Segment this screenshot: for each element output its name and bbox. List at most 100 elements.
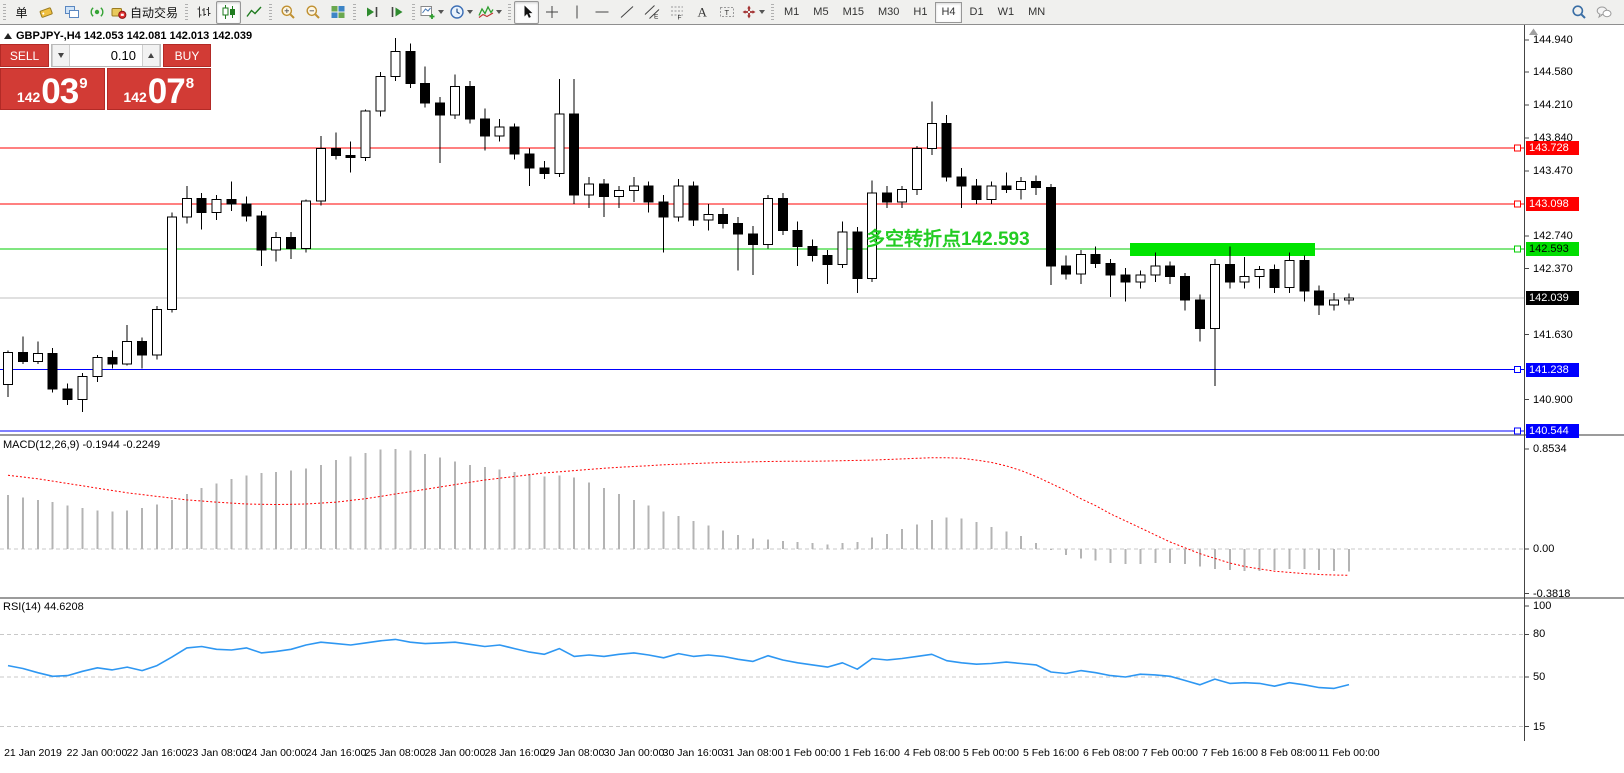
panel-separator[interactable] <box>0 434 1624 436</box>
time-axis-label: 28 Jan 00:00 <box>424 747 486 759</box>
timeframe-m15-button[interactable]: M15 <box>842 6 864 18</box>
toolbar-group <box>359 0 409 24</box>
candle-chart-type-button[interactable] <box>216 0 242 24</box>
timeframe-mn-button[interactable]: MN <box>1028 6 1046 18</box>
rsi-axis-label: 100 <box>1533 600 1552 612</box>
crosshair-icon <box>544 4 560 20</box>
chevron-down-icon <box>438 10 445 14</box>
time-axis-label: 24 Jan 00:00 <box>245 747 307 759</box>
rsi-line <box>7 638 1350 690</box>
auto-scroll-button[interactable] <box>359 1 384 24</box>
volume-decrease-button[interactable] <box>52 45 70 66</box>
time-axis-label: 24 Jan 16:00 <box>305 747 367 759</box>
scroll-up-indicator[interactable] <box>1529 28 1538 36</box>
chat-button[interactable] <box>1591 1 1616 24</box>
chart-shift-button[interactable] <box>384 1 409 24</box>
search-button[interactable] <box>1566 1 1591 24</box>
labeltool-icon: T <box>719 4 735 20</box>
chart-windows-button[interactable] <box>59 1 84 24</box>
time-axis-label: 7 Feb 00:00 <box>1141 747 1199 759</box>
timeframe-h1-button[interactable]: H1 <box>913 6 928 18</box>
svg-text:A: A <box>697 5 707 20</box>
price-axis-label: 143.470 <box>1533 164 1573 177</box>
level-price-tag: 140.544 <box>1526 424 1579 439</box>
new-order-cut-button[interactable]: 单 <box>9 1 34 24</box>
autotrading-button[interactable]: 自动交易 <box>109 1 182 24</box>
time-axis-label: 22 Jan 16:00 <box>126 747 188 759</box>
timeframe-d1-button[interactable]: D1 <box>969 6 984 18</box>
bid-price-prefix: 142 <box>16 89 41 105</box>
chevron-down-icon <box>467 10 474 14</box>
new-order-button[interactable] <box>34 1 59 24</box>
zoom-in-button[interactable] <box>275 1 300 24</box>
ask-price-main: 07 <box>147 72 186 112</box>
time-axis-label: 29 Jan 08:00 <box>543 747 605 759</box>
indicators-button[interactable] <box>476 1 505 24</box>
time-axis-label: 4 Feb 08:00 <box>903 747 961 759</box>
price-axis-label: 144.580 <box>1533 66 1573 78</box>
price-axis[interactable]: 144.940 144.580 144.210 143.840 143.470 142.7… <box>1524 24 1624 741</box>
signal-icon <box>89 4 105 20</box>
fibonacci-tool-button[interactable]: F <box>664 1 689 24</box>
label-tool-button[interactable]: T <box>714 1 739 24</box>
volume-input[interactable]: 0.10 <box>110 48 136 63</box>
signal-button[interactable] <box>84 1 109 24</box>
zoom-out-button[interactable] <box>300 1 325 24</box>
time-axis[interactable]: 21 Jan 2019 22 Jan 00:00 22 Jan 16:00 23 Ja… <box>0 741 1624 773</box>
sell-button[interactable]: SELL <box>0 44 49 67</box>
windows-icon <box>64 4 80 20</box>
cursor-tool-button[interactable] <box>514 0 540 24</box>
time-axis-label: 5 Feb 00:00 <box>962 747 1020 759</box>
buy-button[interactable]: BUY <box>163 44 211 67</box>
line-chart-type-button[interactable] <box>241 1 266 24</box>
zoomin-icon <box>280 4 296 20</box>
channel-icon: E <box>644 4 660 20</box>
autoscroll-icon <box>364 4 380 20</box>
candles-icon <box>221 4 237 20</box>
horizontal-line-tool-button[interactable] <box>589 1 614 24</box>
chevron-down-icon <box>759 10 766 14</box>
fibo-icon: F <box>669 4 685 20</box>
autotrading-button-label: 自动交易 <box>130 5 179 20</box>
bid-price-display[interactable]: 142 03 9 <box>0 68 105 110</box>
timeframe-m5-button[interactable]: M5 <box>813 6 829 18</box>
trendline-tool-button[interactable] <box>614 1 639 24</box>
panel-separator[interactable] <box>0 597 1624 599</box>
vertical-line-tool-button[interactable] <box>564 1 589 24</box>
time-axis-label: 1 Feb 16:00 <box>843 747 901 759</box>
new-chart-button[interactable] <box>418 1 447 24</box>
macd-histogram <box>7 449 1350 572</box>
bar-chart-type-button[interactable] <box>191 1 216 24</box>
texttool-icon: A <box>694 4 710 20</box>
toolbar-group <box>191 0 266 24</box>
time-axis-label: 30 Jan 00:00 <box>603 747 665 759</box>
arrows-tool-button[interactable] <box>739 1 768 24</box>
chevron-down-icon <box>496 10 503 14</box>
level-price-tag: 141.238 <box>1526 362 1579 377</box>
price-axis-label: 144.210 <box>1533 99 1573 111</box>
time-axis-label: 21 Jan 2019 <box>4 747 62 759</box>
symbol-ohlc-label: GBPJPY-,H4 142.053 142.081 142.013 142.0… <box>4 30 252 42</box>
svg-text:T: T <box>724 8 729 17</box>
timeframe-w1-button[interactable]: W1 <box>997 6 1015 18</box>
tile-windows-button[interactable] <box>325 1 350 24</box>
chart-symbol-icon <box>4 33 12 39</box>
search-icon <box>1571 4 1587 20</box>
bid-price-main: 03 <box>41 72 79 112</box>
timeframe-h4-button[interactable]: H4 <box>935 1 962 23</box>
macd-axis-label: 0.00 <box>1533 543 1555 555</box>
crosshair-tool-button[interactable] <box>539 1 564 24</box>
volume-increase-button[interactable] <box>142 45 160 66</box>
chart-annotation-text: 多空转折点142.593 <box>866 229 1030 250</box>
time-axis-label: 28 Jan 16:00 <box>484 747 546 759</box>
ask-price-pip: 8 <box>185 75 195 92</box>
tag-icon <box>39 4 55 20</box>
profiles-button[interactable] <box>447 1 476 24</box>
ask-price-display[interactable]: 142 07 8 <box>106 68 211 112</box>
timeframe-m30-button[interactable]: M30 <box>877 6 900 18</box>
channel-tool-button[interactable]: E <box>639 1 664 24</box>
bars-icon <box>196 4 212 20</box>
timeframe-m1-button[interactable]: M1 <box>784 6 800 18</box>
text-tool-button[interactable]: A <box>689 1 714 24</box>
